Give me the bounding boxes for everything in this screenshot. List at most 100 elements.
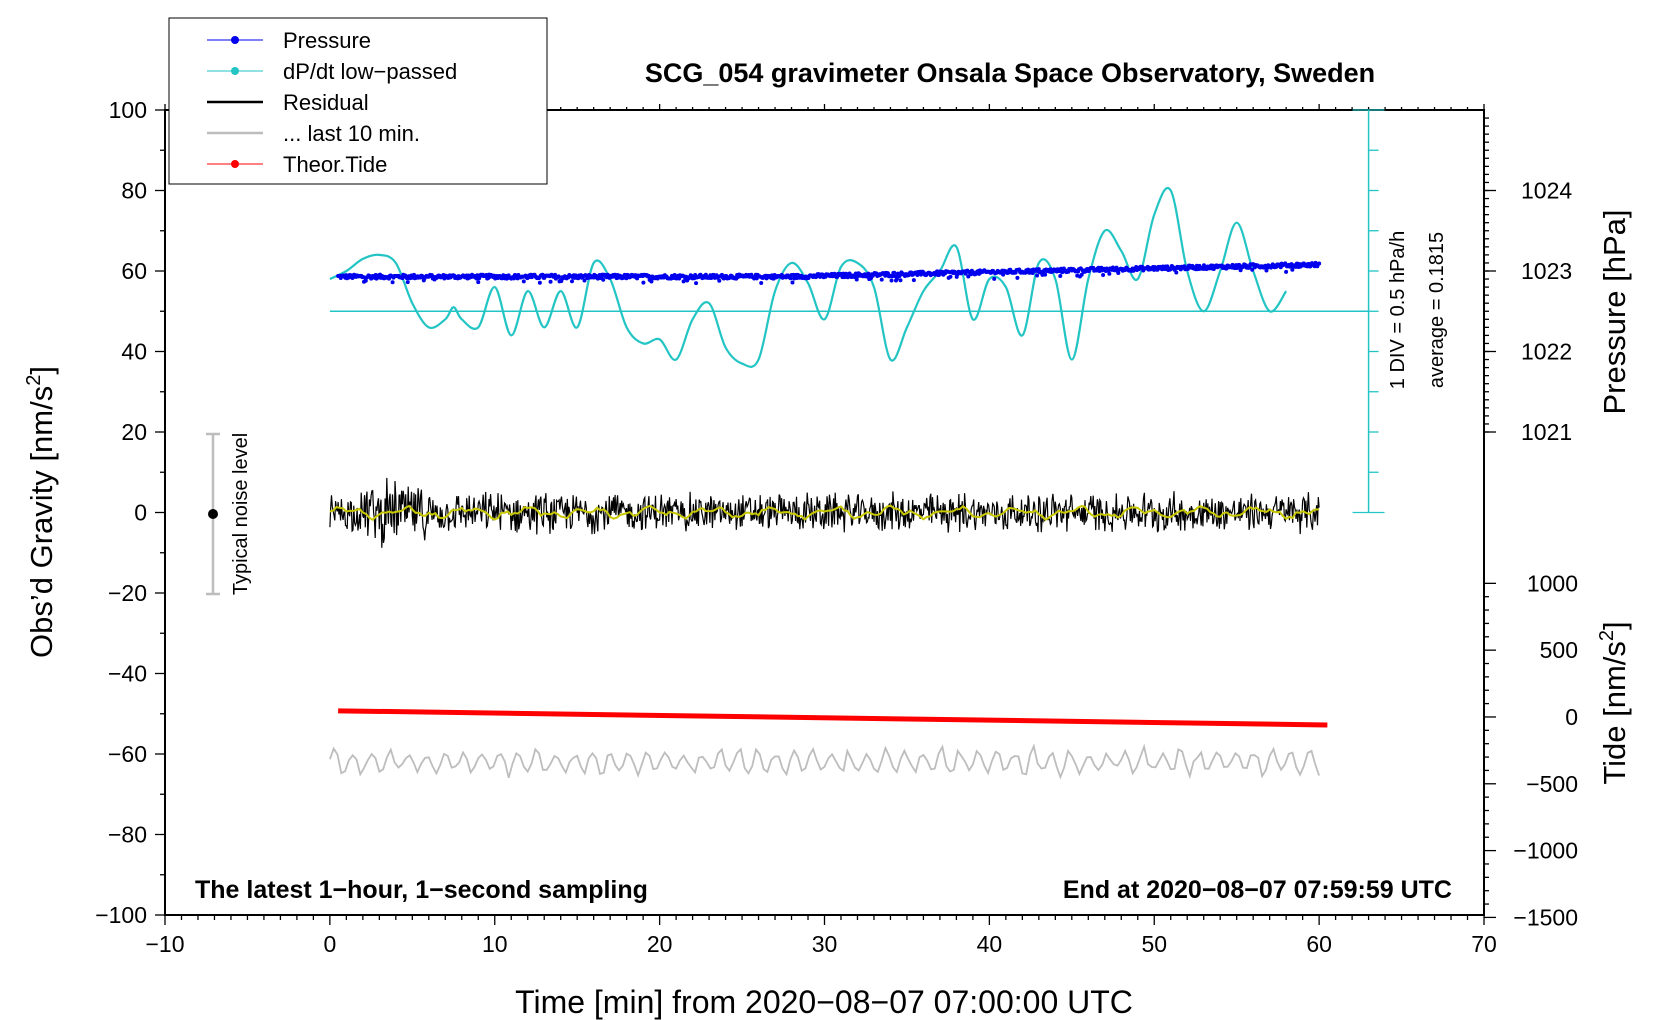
legend-label-tide: Theor.Tide <box>283 152 387 177</box>
pressure-point <box>1201 263 1206 268</box>
tide-title-sup: 2 <box>1596 630 1618 641</box>
y-tick-label: −100 <box>95 902 147 928</box>
pressure-point <box>1035 273 1040 278</box>
pressure-tick-label: 1024 <box>1521 178 1572 204</box>
pressure-point <box>759 281 764 286</box>
tide-tick-label: 1000 <box>1527 570 1578 596</box>
chart-title: SCG_054 gravimeter Onsala Space Observat… <box>645 58 1375 88</box>
tide-tick-label: −1000 <box>1513 838 1578 864</box>
y-axis-left-title: Obs’d Gravity [nm/s2] <box>23 366 59 658</box>
x-axis-title: Time [min] from 2020−08−07 07:00:00 UTC <box>515 984 1133 1020</box>
pressure-point <box>649 279 654 284</box>
pressure-point <box>521 279 526 284</box>
pressure-point <box>1015 275 1020 280</box>
pressure-point <box>1101 272 1106 277</box>
legend-label-pressure: Pressure <box>283 28 371 53</box>
legend-item-residual: Residual <box>207 90 369 115</box>
pressure-point <box>1116 271 1121 276</box>
div-label: 1 DIV = 0.5 hPa/h <box>1387 231 1409 389</box>
y-axis-pressure: 1024 1023 1022 1021 <box>1484 117 1572 445</box>
y-left-title-end: ] <box>24 366 59 375</box>
pressure-point <box>1079 272 1084 277</box>
y-tick-label: 40 <box>121 339 147 365</box>
pressure-tick-label: 1023 <box>1521 258 1572 284</box>
pressure-tick-label: 1021 <box>1521 419 1572 445</box>
y-axis-left: 100 80 60 40 20 0 −20 −40 −60 −80 −100 <box>95 97 165 928</box>
y-tick-label: 100 <box>109 97 147 123</box>
y-tick-label: 20 <box>121 419 147 445</box>
pressure-point <box>569 279 574 284</box>
pressure-point <box>898 278 903 283</box>
y-tick-label: −20 <box>108 580 147 606</box>
y-tick-label: 80 <box>121 178 147 204</box>
pressure-point <box>1284 269 1289 274</box>
y-axis-pressure-title: Pressure [hPa] <box>1597 209 1632 414</box>
bottom-left-note: The latest 1−hour, 1−second sampling <box>195 876 648 904</box>
y-tick-label: 0 <box>134 500 147 526</box>
pressure-point <box>1001 272 1006 277</box>
pressure-point <box>788 276 793 281</box>
pressure-point <box>601 277 606 282</box>
x-tick-label: −10 <box>145 931 184 957</box>
x-axis: −10 0 10 20 30 40 50 60 70 <box>145 104 1497 957</box>
x-tick-label: 60 <box>1306 931 1332 957</box>
pressure-point <box>694 281 699 286</box>
pressure-point <box>1174 270 1179 275</box>
x-tick-label: 0 <box>323 931 336 957</box>
tide-title-end: ] <box>1597 621 1632 630</box>
pressure-point <box>1107 271 1112 276</box>
y-tick-label: −60 <box>108 741 147 767</box>
legend-item-last10: ... last 10 min. <box>207 121 420 146</box>
pressure-point <box>892 270 897 275</box>
legend: Pressure dP/dt low−passed Residual ... l… <box>168 17 548 185</box>
pressure-point <box>1250 267 1255 272</box>
residual-line <box>329 477 1320 548</box>
legend-item-pressure: Pressure <box>207 28 371 53</box>
y-tick-label: −80 <box>108 822 147 848</box>
last10-line <box>329 743 1320 780</box>
tide-title-main: Tide [nm/s <box>1597 641 1632 785</box>
x-tick-label: 70 <box>1471 931 1497 957</box>
noise-label: Typical noise level <box>230 433 252 595</box>
pressure-point <box>1036 267 1041 272</box>
pressure-point <box>854 277 859 282</box>
y-tick-label: 60 <box>121 258 147 284</box>
pressure-point <box>641 280 646 285</box>
tide-tick-label: 500 <box>1540 637 1578 663</box>
noise-level-indicator: Typical noise level <box>206 432 252 596</box>
pressure-point <box>405 280 410 285</box>
average-label: average = 0.1815 <box>1426 232 1448 388</box>
series-layer <box>329 187 1369 780</box>
x-tick-label: 40 <box>977 931 1003 957</box>
pressure-point <box>966 274 971 279</box>
tide-tick-label: −500 <box>1526 771 1578 797</box>
residual-smoothed-line <box>329 504 1320 522</box>
pressure-point <box>889 278 894 283</box>
legend-item-dpdt: dP/dt low−passed <box>207 59 457 84</box>
y-axis-tide: 1000 500 0 −500 −1000 −1500 <box>1484 570 1578 930</box>
pressure-point <box>790 280 795 285</box>
bottom-right-note: End at 2020−08−07 07:59:59 UTC <box>1063 876 1452 904</box>
pressure-point <box>948 274 953 279</box>
x-tick-label: 30 <box>812 931 838 957</box>
pressure-point <box>1058 274 1063 279</box>
y-left-title-sup: 2 <box>23 375 45 386</box>
dpdt-line <box>329 187 1288 368</box>
legend-label-dpdt: dP/dt low−passed <box>283 59 457 84</box>
pressure-point <box>897 274 902 279</box>
tide-tick-label: 0 <box>1565 704 1578 730</box>
y-tick-label: −40 <box>108 661 147 687</box>
x-tick-label: 10 <box>482 931 508 957</box>
x-tick-label: 20 <box>647 931 673 957</box>
pressure-point <box>537 280 542 285</box>
pressure-point <box>717 278 722 283</box>
pressure-point <box>363 278 368 283</box>
pressure-point <box>992 276 997 281</box>
legend-item-tide: Theor.Tide <box>207 152 387 177</box>
legend-label-last10: ... last 10 min. <box>283 121 420 146</box>
legend-label-residual: Residual <box>283 90 369 115</box>
tide-line <box>338 708 1328 728</box>
pressure-point <box>1317 261 1322 266</box>
tide-tick-label: −1500 <box>1513 904 1578 930</box>
